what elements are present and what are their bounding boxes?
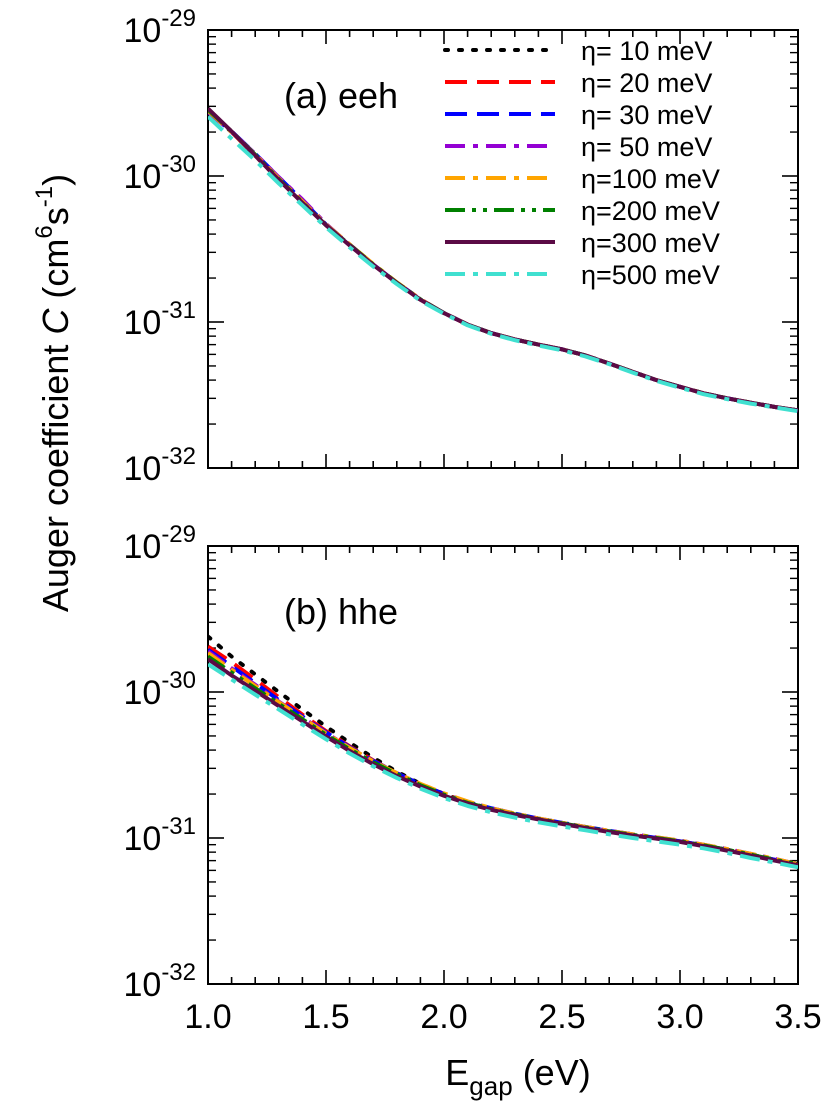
- series-line: [208, 657, 798, 868]
- y-tick-label: 10-30: [123, 151, 196, 196]
- y-tick-label: 10-32: [123, 959, 196, 1004]
- legend-label: η=200 meV: [581, 196, 720, 226]
- y-tick-label: 10-32: [123, 443, 196, 488]
- series-group: [208, 634, 798, 870]
- panel-label: (b) hhe: [284, 591, 398, 632]
- y-tick-label: 10-31: [123, 813, 196, 858]
- x-tick-label: 3.5: [774, 998, 821, 1036]
- x-tick-label: 3.0: [656, 998, 703, 1036]
- x-tick-label: 1.5: [302, 998, 349, 1036]
- x-axis-label: Egap (eV): [445, 1052, 590, 1101]
- y-tick-label: 10-29: [123, 521, 196, 566]
- series-line: [208, 648, 798, 867]
- legend-label: η=100 meV: [581, 164, 720, 194]
- legend-label: η=500 meV: [581, 260, 720, 290]
- legend-label: η= 30 meV: [581, 100, 712, 130]
- series-line: [208, 654, 798, 867]
- legend-label: η= 50 meV: [581, 132, 712, 162]
- axis-labels: Auger coefficient C (cm6s-1) Egap (eV): [31, 174, 591, 1101]
- y-tick-label: 10-30: [123, 667, 196, 712]
- series-line: [208, 649, 798, 867]
- series-group: [208, 107, 798, 414]
- panel-b: 10-29 10-30 10-31 10-321.0 1.5 2.0 2.5 3.0 3.5 (b…: [123, 521, 821, 1036]
- plot-frame: [207, 545, 799, 985]
- x-tick-label: 1.0: [184, 998, 231, 1036]
- y-axis-label: Auger coefficient C (cm6s-1): [31, 174, 76, 612]
- series-line: [208, 651, 798, 867]
- x-tick-label: 2.0: [420, 998, 467, 1036]
- x-tick-label: 2.5: [538, 998, 585, 1036]
- series-line: [208, 662, 798, 870]
- series-line: [208, 644, 798, 867]
- legend-label: η= 20 meV: [581, 68, 712, 98]
- y-tick-label: 10-31: [123, 297, 196, 342]
- plot-frame: [207, 29, 799, 469]
- legend-label: η=300 meV: [581, 228, 720, 258]
- legend-label: η= 10 meV: [581, 36, 712, 66]
- y-tick-label: 10-29: [123, 5, 196, 50]
- series-line: [208, 634, 798, 867]
- panel-label: (a) eeh: [284, 75, 398, 116]
- series-line: [208, 115, 798, 414]
